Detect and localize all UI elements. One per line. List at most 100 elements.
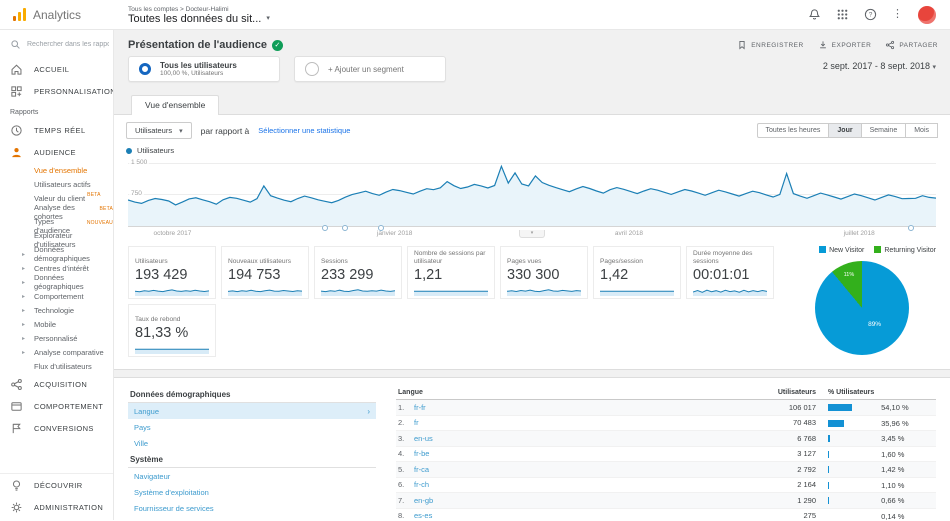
reports-section-label: Rapports (0, 102, 113, 119)
sidebar-item-decouvrir[interactable]: DÉCOUVRIR (0, 474, 113, 496)
language-link[interactable]: fr-ca (414, 465, 429, 474)
demographics-panel: Données démographiques Langue › Pays › (114, 377, 950, 520)
language-link[interactable]: fr (414, 418, 419, 427)
segment-all-users[interactable]: Tous les utilisateurs 100,00 %, Utilisat… (128, 56, 280, 82)
help-icon[interactable]: ? (864, 8, 877, 21)
save-button[interactable]: ENREGISTRER (737, 40, 803, 50)
search-icon (10, 39, 21, 50)
share-button[interactable]: PARTAGER (885, 40, 938, 50)
metric-card[interactable]: Utilisateurs 193 429 (128, 246, 216, 299)
dimension-link[interactable]: Système d'exploitation (128, 484, 376, 500)
sidebar-audience-subitem[interactable]: ▸ Données démographiques (0, 247, 113, 261)
sidebar-item-comportement[interactable]: COMPORTEMENT (0, 395, 113, 417)
table-row: 6. fr-ch 2 164 1,10 % (396, 477, 936, 493)
annotation-marker[interactable] (322, 225, 328, 231)
annotation-marker[interactable] (908, 225, 914, 231)
top-bar: Analytics Tous les comptes > Docteur-Hal… (0, 0, 950, 30)
empty-donut-icon (305, 62, 319, 76)
app-logo[interactable]: Analytics (0, 7, 114, 22)
sidebar-audience-subitem[interactable]: ▸ Données géographiques (0, 275, 113, 289)
metric-card[interactable]: Nouveaux utilisateurs 194 753 (221, 246, 309, 299)
date-range-selector[interactable]: 2 sept. 2017 - 8 sept. 2018 ▾ (823, 61, 936, 71)
search-input[interactable] (27, 41, 109, 48)
more-options-icon[interactable]: ⋮ (892, 9, 903, 20)
dimension-link[interactable]: Langue › (128, 403, 376, 419)
granularity-button[interactable]: Semaine (861, 123, 907, 138)
behavior-window-icon (10, 400, 23, 413)
table-row: 8. es-es 275 0,14 % (396, 508, 936, 520)
sidebar-search[interactable] (0, 30, 113, 58)
language-link[interactable]: fr-fr (414, 403, 426, 412)
notifications-bell-icon[interactable] (808, 8, 821, 21)
metric-card[interactable]: Nombre de sessions par utilisateur 1,21 (407, 246, 495, 299)
sidebar: ACCUEIL PERSONNALISATION Rapports TEMPS … (0, 30, 114, 520)
granularity-button[interactable]: Toutes les heures (757, 123, 830, 138)
new-badge: BETA (100, 206, 114, 212)
metric-dropdown[interactable]: Utilisateurs ▾ (126, 122, 192, 139)
apps-grid-icon[interactable] (836, 8, 849, 21)
table-row: 4. fr-be 3 127 1,60 % (396, 446, 936, 462)
language-link[interactable]: es-es (414, 511, 432, 520)
legend-swatch-returning-visitor (874, 246, 881, 253)
language-link[interactable]: en-us (414, 434, 433, 443)
sidebar-audience-subitem[interactable]: ▸ Flux d'utilisateurs (0, 359, 113, 373)
sidebar-item-administration[interactable]: ADMINISTRATION (0, 496, 113, 518)
percent-bar (828, 404, 852, 411)
expand-caret-icon: ▸ (22, 251, 25, 258)
sidebar-audience-subitem[interactable]: ▸ Vue d'ensemble (0, 163, 113, 177)
sidebar-item-accueil[interactable]: ACCUEIL (0, 58, 113, 80)
sidebar-item-conversions[interactable]: CONVERSIONS (0, 417, 113, 439)
property-selector[interactable]: Toutes les données du sit... ▾ (128, 13, 270, 25)
add-segment-button[interactable]: + Ajouter un segment (294, 56, 446, 82)
avatar[interactable] (918, 6, 936, 24)
table-header-row: Langue Utilisateurs % Utilisateurs (396, 386, 936, 400)
export-button[interactable]: EXPORTER (818, 40, 872, 50)
percent-bar (828, 420, 844, 427)
metric-sparkline (135, 283, 209, 296)
metric-card[interactable]: Sessions 233 299 (314, 246, 402, 299)
select-metric-link[interactable]: Sélectionner une statistique (258, 126, 350, 135)
language-link[interactable]: en-gb (414, 496, 433, 505)
sidebar-item-personnalisation[interactable]: PERSONNALISATION (0, 80, 113, 102)
dimension-nav: Données démographiques Langue › Pays › (128, 386, 376, 516)
expand-caret-icon: ▸ (22, 265, 25, 272)
sidebar-audience-subitem[interactable]: ▸ Personnalisé (0, 331, 113, 345)
table-row: 1. fr-fr 106 017 54,10 % (396, 400, 936, 416)
sidebar-audience-subitem[interactable]: ▸ Utilisateurs actifs (0, 177, 113, 191)
new-badge: NOUVEAU (87, 220, 113, 226)
metric-card[interactable]: Pages/session 1,42 (593, 246, 681, 299)
sidebar-audience-subitem[interactable]: ▸ Technologie (0, 303, 113, 317)
vs-label: par rapport à (201, 126, 250, 136)
audience-person-icon (10, 146, 23, 159)
dimension-link[interactable]: Pays › (128, 419, 376, 435)
dimension-link[interactable]: Ville › (128, 435, 376, 451)
dimension-link[interactable]: Navigateur (128, 468, 376, 484)
annotations-pull-tab[interactable]: ▾ (519, 230, 545, 238)
sidebar-audience-subitem[interactable]: ▸ Comportement (0, 289, 113, 303)
annotation-marker[interactable] (342, 225, 348, 231)
metric-card[interactable]: Durée moyenne des sessions 00:01:01 (686, 246, 774, 299)
language-link[interactable]: fr-ch (414, 480, 429, 489)
table-row: 7. en-gb 1 290 0,66 % (396, 493, 936, 509)
customize-icon (10, 85, 23, 98)
flag-icon (10, 422, 23, 435)
tab-vue-densemble[interactable]: Vue d'ensemble (131, 95, 219, 115)
series-dot-icon (126, 148, 132, 154)
visitor-type-pie-block: New Visitor Returning Visitor 89% 11% (779, 246, 938, 357)
sidebar-item-acquisition[interactable]: ACQUISITION (0, 373, 113, 395)
group-title: Mobile (128, 516, 376, 520)
sidebar-item-audience[interactable]: AUDIENCE (0, 141, 113, 163)
sidebar-item-temps-reel[interactable]: TEMPS RÉEL (0, 119, 113, 141)
metric-card[interactable]: Taux de rebond 81,33 % (128, 304, 216, 357)
language-link[interactable]: fr-be (414, 449, 429, 458)
granularity-button[interactable]: Jour (828, 123, 861, 138)
granularity-button[interactable]: Mois (905, 123, 938, 138)
pie-slice-label: 11% (844, 272, 855, 278)
metric-card[interactable]: Pages vues 330 300 (500, 246, 588, 299)
sidebar-audience-subitem[interactable]: ▸ Mobile (0, 317, 113, 331)
breadcrumb[interactable]: Tous les comptes > Docteur-Halimi (128, 6, 270, 13)
metrics-grid: Utilisateurs 193 429 Nouveaux utilisateu… (128, 246, 779, 357)
dimension-link[interactable]: Fournisseur de services (128, 500, 376, 516)
clock-icon (10, 124, 23, 137)
sidebar-audience-subitem[interactable]: ▸ Analyse comparative (0, 345, 113, 359)
